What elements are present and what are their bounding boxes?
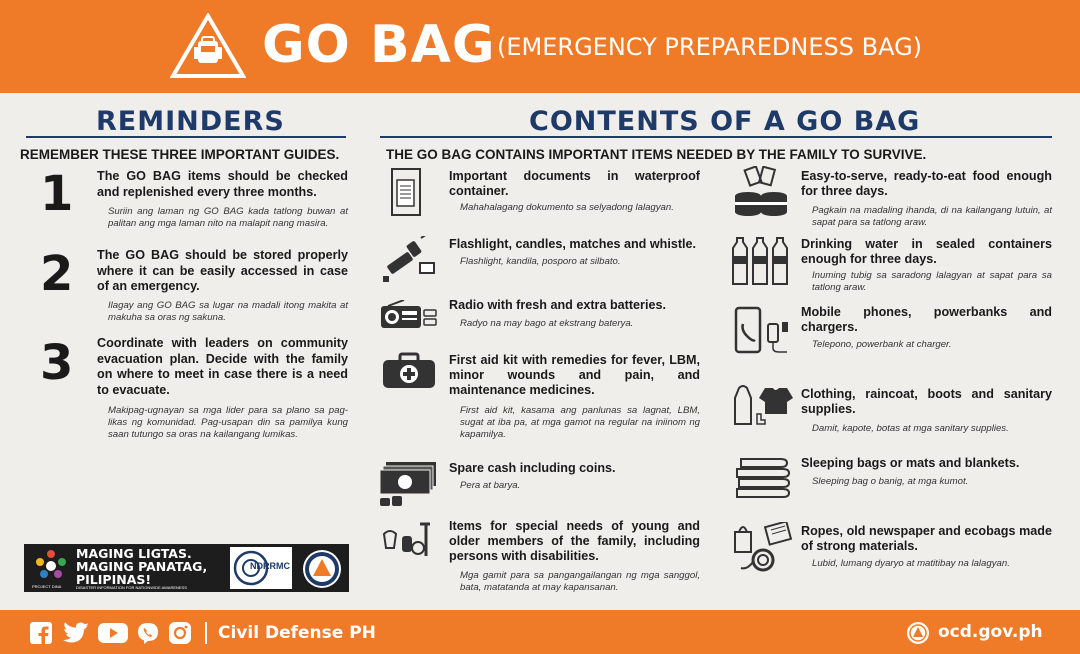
youtube-icon[interactable]	[98, 622, 128, 644]
first-aid-kit-icon	[383, 352, 435, 388]
facebook-icon[interactable]	[30, 622, 54, 644]
ocd-logo-icon	[907, 622, 929, 644]
ndrrmc-emblem-icon	[233, 550, 269, 586]
ndrrmc-logo: NDRRMC	[230, 547, 292, 589]
reminder-translation-1: Suriin ang laman ng GO BAG kada tatlong …	[108, 206, 348, 229]
item-text-mobile: Mobile phones, powerbanks and chargers.	[801, 305, 1052, 335]
project-label: PROJECT DINA	[32, 584, 62, 589]
item-text-radio: Radio with fresh and extra batteries.	[449, 298, 666, 312]
item-translation-food: Pagkain na madaling ihanda, di na kailan…	[812, 205, 1052, 228]
footer-website-link[interactable]: ocd.gov.ph	[938, 622, 1043, 642]
item-translation-documents: Mahahalagang dokumento sa selyadong lala…	[460, 202, 674, 213]
item-translation-radio: Radyo na may bago at ekstrang baterya.	[460, 318, 634, 329]
item-translation-water: Inuming tubig sa saradong lalagyan at sa…	[812, 270, 1052, 293]
project-dina-logo-icon	[36, 550, 66, 578]
item-translation-cash: Pera at barya.	[460, 480, 521, 491]
ocd-seal-icon	[305, 552, 339, 586]
reminder-number-3: 3	[40, 335, 74, 391]
contents-divider	[380, 136, 1052, 138]
reminder-text-3: Coordinate with leaders on community eva…	[97, 336, 348, 397]
twitter-icon[interactable]	[62, 622, 90, 644]
item-translation-sleeping: Sleeping bag o banig, at mga kumot.	[812, 476, 969, 487]
reminders-divider	[26, 136, 346, 138]
item-translation-first-aid: First aid kit, kasama ang panlunas sa la…	[460, 405, 700, 440]
footer-bar: Civil Defense PH ocd.gov.ph	[0, 610, 1080, 654]
reminders-subtitle: REMEMBER THESE THREE IMPORTANT GUIDES.	[20, 147, 340, 162]
item-text-clothing: Clothing, raincoat, boots and sanitary s…	[801, 387, 1052, 417]
special-needs-icon	[382, 522, 430, 556]
campaign-slogan-sub: DISASTER INFORMATION FOR NATIONWIDE AWAR…	[76, 585, 187, 590]
water-bottles-icon	[732, 237, 788, 285]
ocd-seal	[303, 550, 341, 588]
viber-icon[interactable]	[136, 622, 160, 644]
item-text-special-needs: Items for special needs of young and old…	[449, 519, 700, 564]
footer-separator	[205, 622, 207, 644]
reminders-title: REMINDERS	[96, 106, 285, 137]
item-text-sleeping: Sleeping bags or mats and blankets.	[801, 456, 1020, 470]
header-banner: GO BAG (EMERGENCY PREPAREDNESS BAG)	[0, 0, 1080, 93]
item-text-water: Drinking water in sealed containers enou…	[801, 237, 1052, 267]
reminder-number-2: 2	[40, 246, 74, 302]
cash-icon	[380, 462, 436, 506]
item-translation-special-needs: Mga gamit para sa pangangailangan ng mga…	[460, 570, 700, 593]
reminder-translation-2: Ilagay ang GO BAG sa lugar na madali ito…	[108, 300, 348, 323]
item-translation-ropes: Lubid, lumang dyaryo at matitibay na lal…	[812, 558, 1010, 569]
flashlight-icon	[383, 236, 435, 282]
item-text-first-aid: First aid kit with remedies for fever, L…	[449, 353, 700, 398]
mobile-phone-icon	[734, 306, 788, 354]
radio-icon	[381, 300, 437, 328]
ndrrmc-label: NDRRMC	[250, 561, 290, 571]
go-bag-warning-icon	[170, 13, 246, 78]
reminder-translation-3: Makipag-ugnayan sa mga lider para sa pla…	[108, 405, 348, 440]
item-text-ropes: Ropes, old newspaper and ecobags made of…	[801, 524, 1052, 554]
item-text-food: Easy-to-serve, ready-to-eat food enough …	[801, 169, 1052, 199]
item-text-documents: Important documents in waterproof contai…	[449, 169, 700, 199]
reminder-number-1: 1	[40, 166, 74, 222]
page-subtitle: (EMERGENCY PREPAREDNESS BAG)	[497, 33, 923, 61]
reminder-text-1: The GO BAG items should be checked and r…	[97, 169, 348, 199]
sleeping-bag-icon	[736, 458, 791, 498]
item-text-flashlight: Flashlight, candles, matches and whistle…	[449, 237, 697, 251]
reminder-text-2: The GO BAG should be stored properly whe…	[97, 248, 348, 293]
item-translation-clothing: Damit, kapote, botas at mga sanitary sup…	[812, 423, 1009, 434]
canned-food-icon	[735, 166, 787, 216]
ropes-icon	[734, 522, 793, 572]
footer-brand[interactable]: Civil Defense PH	[218, 623, 376, 643]
item-translation-flashlight: Flashlight, kandila, posporo at silbato.	[460, 256, 621, 267]
instagram-icon[interactable]	[168, 622, 192, 644]
contents-subtitle: THE GO BAG CONTAINS IMPORTANT ITEMS NEED…	[386, 147, 927, 162]
campaign-banner: PROJECT DINA MAGING LIGTAS. MAGING PANAT…	[24, 544, 349, 592]
clothing-icon	[734, 385, 793, 425]
item-text-cash: Spare cash including coins.	[449, 461, 616, 475]
documents-icon	[391, 168, 421, 216]
page-title: GO BAG	[262, 15, 496, 75]
item-translation-mobile: Telepono, powerbank at charger.	[812, 339, 952, 350]
contents-title: CONTENTS OF A GO BAG	[529, 106, 921, 137]
campaign-slogan: MAGING LIGTAS. MAGING PANATAG, PILIPINAS…	[76, 546, 208, 587]
